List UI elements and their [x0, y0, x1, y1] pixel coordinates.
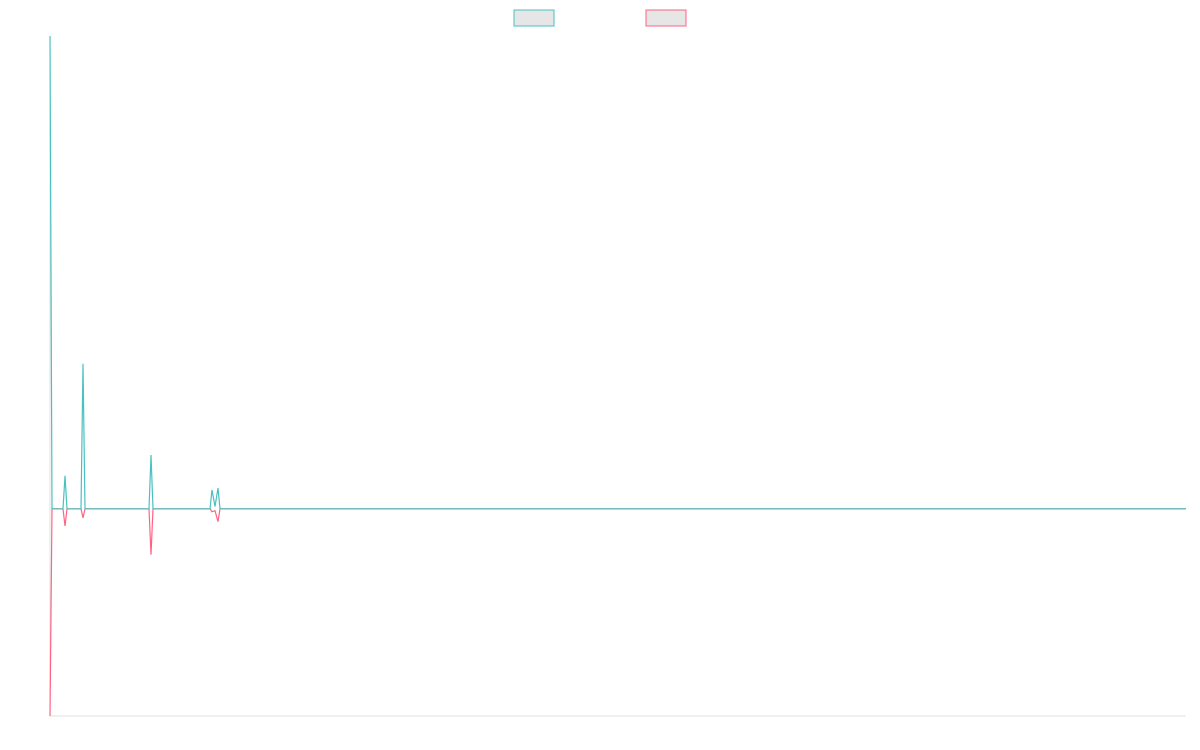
series-line [49, 35, 1186, 510]
legend-swatch [645, 9, 687, 27]
series-line [49, 508, 1186, 717]
legend-swatch [513, 9, 555, 27]
